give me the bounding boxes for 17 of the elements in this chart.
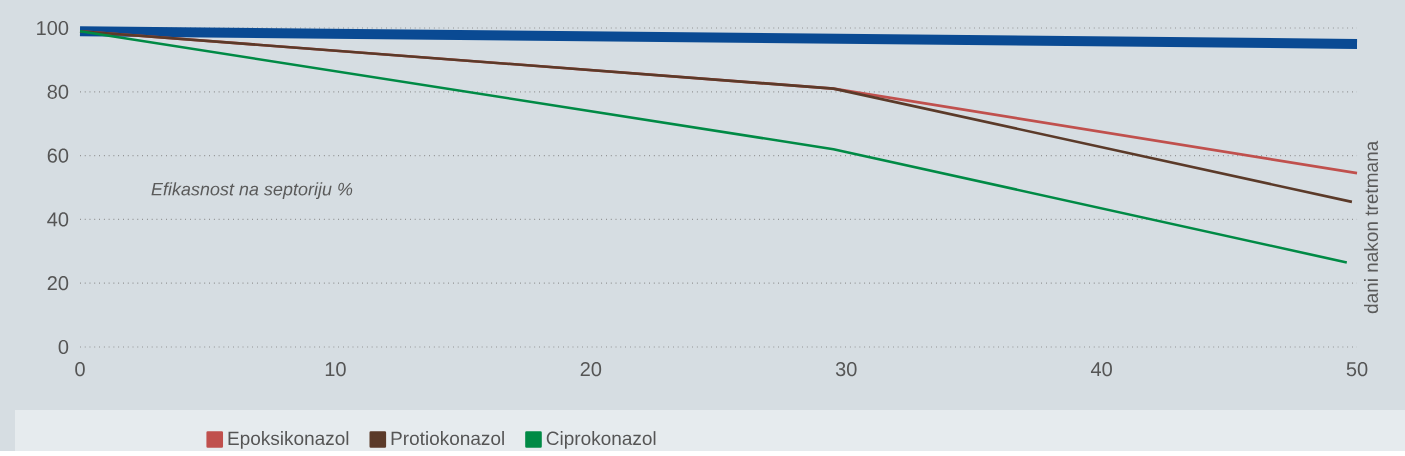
- legend-label: Epoksikonazol: [228, 431, 349, 449]
- x-tick-label: 50: [1346, 362, 1368, 377]
- x-tick-label: 10: [325, 362, 346, 377]
- x-tick-label: 30: [835, 362, 857, 377]
- y-tick-label: 0: [58, 339, 69, 355]
- legend-label: Ciprokonazol: [546, 431, 656, 449]
- legend-label: Protiokonazol: [391, 431, 504, 446]
- y-tick-label: 60: [47, 148, 69, 163]
- y-tick-label: 100: [37, 20, 69, 36]
- annotation: Efikasnost na septoriju %: [151, 182, 353, 200]
- y-tick-label: 80: [47, 84, 69, 99]
- x-tick-label: 20: [580, 362, 602, 377]
- x-tick-label: 40: [1090, 362, 1112, 377]
- y-tick-label: 20: [47, 276, 69, 291]
- y-tick-label: 40: [47, 212, 69, 227]
- x-tick-label: 0: [75, 362, 85, 377]
- text: dani nakon tretmana: [1364, 140, 1379, 314]
